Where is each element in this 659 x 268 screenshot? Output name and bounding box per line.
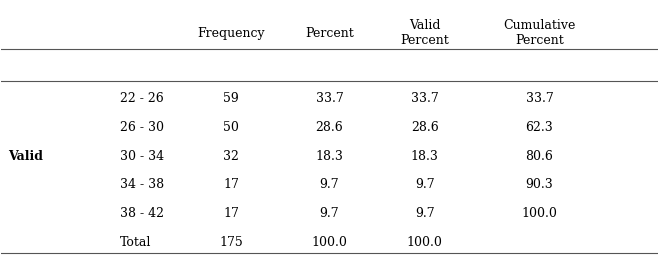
Text: 34 - 38: 34 - 38 xyxy=(119,178,163,191)
Text: Percent: Percent xyxy=(305,27,354,40)
Text: 100.0: 100.0 xyxy=(521,207,558,220)
Text: Valid: Valid xyxy=(8,150,43,162)
Text: 50: 50 xyxy=(223,121,239,134)
Text: 30 - 34: 30 - 34 xyxy=(119,150,163,162)
Text: 33.7: 33.7 xyxy=(316,92,343,105)
Text: 28.6: 28.6 xyxy=(411,121,438,134)
Text: 9.7: 9.7 xyxy=(320,207,339,220)
Text: Frequency: Frequency xyxy=(197,27,265,40)
Text: 28.6: 28.6 xyxy=(316,121,343,134)
Text: 100.0: 100.0 xyxy=(407,236,443,249)
Text: Cumulative
Percent: Cumulative Percent xyxy=(503,19,576,47)
Text: 17: 17 xyxy=(223,178,239,191)
Text: 62.3: 62.3 xyxy=(526,121,554,134)
Text: 80.6: 80.6 xyxy=(526,150,554,162)
Text: 17: 17 xyxy=(223,207,239,220)
Text: 38 - 42: 38 - 42 xyxy=(119,207,163,220)
Text: 18.3: 18.3 xyxy=(316,150,343,162)
Text: 33.7: 33.7 xyxy=(411,92,438,105)
Text: 9.7: 9.7 xyxy=(415,178,434,191)
Text: 59: 59 xyxy=(223,92,239,105)
Text: Total: Total xyxy=(119,236,151,249)
Text: 9.7: 9.7 xyxy=(320,178,339,191)
Text: 90.3: 90.3 xyxy=(526,178,554,191)
Text: 33.7: 33.7 xyxy=(526,92,554,105)
Text: 26 - 30: 26 - 30 xyxy=(119,121,163,134)
Text: 22 - 26: 22 - 26 xyxy=(119,92,163,105)
Text: 18.3: 18.3 xyxy=(411,150,439,162)
Text: Valid
Percent: Valid Percent xyxy=(400,19,449,47)
Text: 100.0: 100.0 xyxy=(312,236,347,249)
Text: 175: 175 xyxy=(219,236,243,249)
Text: 32: 32 xyxy=(223,150,239,162)
Text: 9.7: 9.7 xyxy=(415,207,434,220)
